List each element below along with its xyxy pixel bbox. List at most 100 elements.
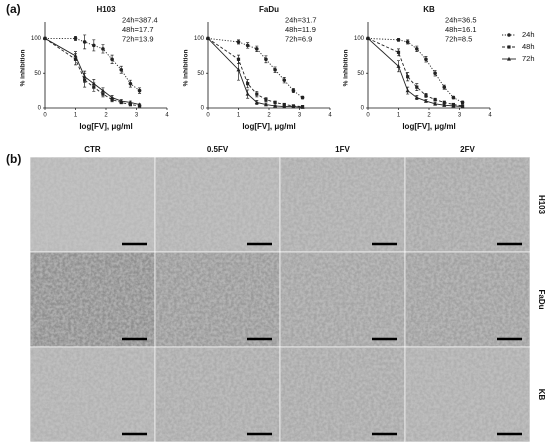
marker bbox=[507, 33, 511, 37]
marker bbox=[264, 98, 268, 102]
chart-title: FaDu bbox=[259, 5, 279, 14]
micrograph-texture bbox=[405, 252, 530, 347]
micrograph-texture bbox=[155, 157, 280, 252]
y-tick-label: 50 bbox=[34, 71, 41, 77]
marker bbox=[119, 67, 124, 72]
y-tick-label: 50 bbox=[357, 71, 364, 77]
series-line bbox=[207, 37, 303, 98]
marker bbox=[137, 102, 142, 107]
marker bbox=[366, 36, 370, 41]
marker bbox=[424, 93, 428, 98]
marker bbox=[254, 47, 259, 51]
y-tick-label: 0 bbox=[38, 106, 42, 112]
marker bbox=[433, 98, 437, 102]
marker bbox=[282, 78, 287, 82]
marker bbox=[73, 36, 78, 41]
micrograph-texture bbox=[155, 347, 280, 442]
annotation: 72h=13.9 bbox=[122, 34, 154, 43]
marker bbox=[460, 100, 465, 105]
marker bbox=[246, 82, 250, 86]
marker bbox=[451, 95, 456, 100]
annotation: 24h=31.7 bbox=[285, 15, 317, 24]
marker bbox=[406, 75, 410, 79]
marker bbox=[264, 57, 268, 62]
micrograph-texture bbox=[280, 157, 405, 252]
x-tick-label: 3 bbox=[135, 113, 139, 119]
marker bbox=[110, 57, 114, 62]
x-tick-label: 1 bbox=[74, 113, 78, 119]
marker bbox=[43, 36, 47, 41]
y-axis-label: % inhibition bbox=[183, 50, 190, 87]
micrograph-texture bbox=[405, 157, 530, 252]
column-label: CTR bbox=[84, 145, 101, 154]
annotation: 48h=16.1 bbox=[445, 25, 477, 34]
row-label: FaDu bbox=[537, 290, 546, 310]
y-tick-label: 0 bbox=[361, 106, 365, 112]
row-label: KB bbox=[537, 389, 546, 401]
marker bbox=[451, 103, 456, 108]
marker bbox=[128, 102, 132, 107]
marker bbox=[206, 36, 210, 41]
marker bbox=[415, 85, 419, 89]
x-tick-label: 1 bbox=[397, 113, 401, 119]
panel-label: (a) bbox=[6, 2, 21, 16]
marker bbox=[414, 95, 419, 100]
x-tick-label: 2 bbox=[104, 113, 108, 119]
marker bbox=[507, 56, 511, 61]
x-tick-label: 4 bbox=[328, 113, 332, 119]
series-line bbox=[44, 38, 140, 107]
y-tick-label: 100 bbox=[354, 36, 365, 42]
micrograph-texture bbox=[280, 252, 405, 347]
marker bbox=[442, 100, 446, 105]
marker bbox=[82, 74, 87, 79]
marker bbox=[263, 102, 268, 107]
marker bbox=[424, 57, 428, 62]
y-axis-label: % inhibition bbox=[343, 50, 350, 87]
marker bbox=[300, 105, 305, 109]
marker bbox=[92, 43, 96, 48]
marker bbox=[396, 50, 401, 54]
annotation: 48h=11.9 bbox=[285, 25, 316, 34]
marker bbox=[291, 104, 296, 109]
y-tick-label: 50 bbox=[197, 71, 204, 77]
annotation: 48h=17.7 bbox=[122, 25, 154, 34]
legend-label: 24h bbox=[522, 30, 535, 39]
x-axis-label: log[FV], μg/ml bbox=[402, 122, 455, 131]
marker bbox=[128, 81, 133, 86]
legend-label: 48h bbox=[522, 42, 535, 51]
y-tick-label: 100 bbox=[31, 36, 42, 42]
x-tick-label: 4 bbox=[165, 113, 169, 119]
marker bbox=[245, 43, 250, 48]
x-tick-label: 4 bbox=[488, 113, 492, 119]
marker bbox=[415, 47, 419, 51]
marker bbox=[282, 104, 287, 109]
y-tick-label: 0 bbox=[201, 106, 205, 112]
annotation: 24h=36.5 bbox=[445, 15, 477, 24]
marker bbox=[507, 45, 511, 49]
marker bbox=[442, 103, 447, 107]
panel-label: (b) bbox=[6, 152, 21, 166]
marker bbox=[405, 40, 410, 44]
y-tick-label: 100 bbox=[194, 36, 205, 42]
micrograph-texture bbox=[30, 252, 155, 347]
x-tick-label: 2 bbox=[427, 113, 431, 119]
marker bbox=[119, 98, 124, 103]
annotation: 72h=6.9 bbox=[285, 34, 312, 43]
legend-label: 72h bbox=[522, 54, 535, 63]
column-label: 1FV bbox=[335, 145, 350, 154]
chart-title: KB bbox=[423, 5, 435, 14]
marker bbox=[245, 91, 250, 96]
y-axis-label: % inhibition bbox=[20, 50, 27, 87]
marker bbox=[396, 38, 401, 42]
annotation: 24h=387.4 bbox=[122, 15, 158, 24]
column-label: 2FV bbox=[460, 145, 475, 154]
micrograph-texture bbox=[30, 347, 155, 442]
marker bbox=[236, 40, 241, 44]
marker bbox=[137, 88, 142, 93]
marker bbox=[433, 101, 438, 106]
micrograph-texture bbox=[405, 347, 530, 442]
marker bbox=[405, 88, 410, 93]
marker bbox=[73, 53, 78, 58]
micrograph-texture bbox=[280, 347, 405, 442]
